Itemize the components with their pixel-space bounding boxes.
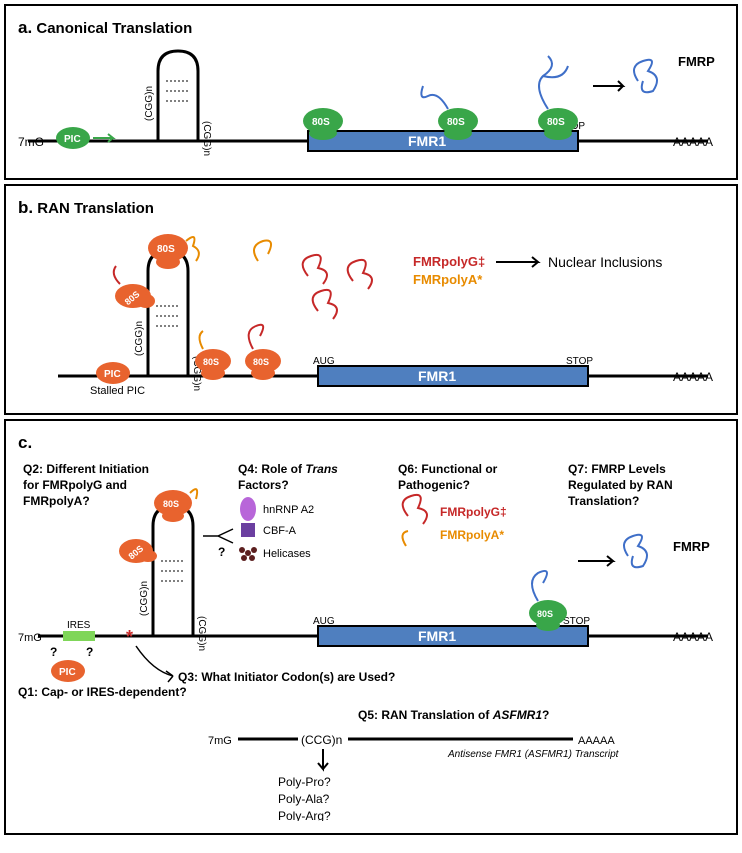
svg-text:Poly-Ala?: Poly-Ala? xyxy=(278,792,330,806)
svg-text:Q1: Cap- or IRES-dependent?: Q1: Cap- or IRES-dependent? xyxy=(18,685,187,699)
svg-text:PIC: PIC xyxy=(59,667,76,678)
svg-text:FMR1: FMR1 xyxy=(418,368,456,384)
svg-text:(CGG)n: (CGG)n xyxy=(134,321,145,356)
svg-text:FMRpolyA*: FMRpolyA* xyxy=(413,272,483,287)
svg-text:(CGG)n: (CGG)n xyxy=(139,581,150,616)
svg-text:AAAAA: AAAAA xyxy=(673,630,713,644)
stalled-label: Stalled PIC xyxy=(90,385,145,397)
svg-text:Q7: FMRP Levels: Q7: FMRP Levels xyxy=(568,462,666,476)
svg-text:(CCG)n: (CCG)n xyxy=(301,733,342,747)
hairpin-r: (CGG)n xyxy=(201,121,212,156)
svg-text:7mG: 7mG xyxy=(18,632,42,644)
svg-text:CBF-A: CBF-A xyxy=(263,525,297,537)
svg-text:FMRpolyA?: FMRpolyA? xyxy=(23,494,90,508)
svg-text:AUG: AUG xyxy=(313,356,335,367)
panel-b-letter: b. xyxy=(18,198,33,217)
svg-text:Q2: Different Initiation: Q2: Different Initiation xyxy=(23,462,149,476)
svg-text:80S: 80S xyxy=(157,244,175,255)
panel-c-letter: c. xyxy=(18,433,32,452)
svg-text:80S: 80S xyxy=(203,357,219,367)
panel-a-title-text: Canonical Translation xyxy=(36,20,192,37)
gene-label: FMR1 xyxy=(408,133,446,149)
svg-text:80S: 80S xyxy=(253,357,269,367)
svg-text:AAAAA: AAAAA xyxy=(578,735,615,747)
svg-text:80S: 80S xyxy=(312,117,330,128)
svg-text:AAAAA: AAAAA xyxy=(673,370,713,384)
svg-text:Helicases: Helicases xyxy=(263,548,311,560)
panel-a: a. Canonical Translation 7mG PIC (CGG)n … xyxy=(4,4,738,180)
panel-a-letter: a. xyxy=(18,18,32,37)
pic-label: PIC xyxy=(64,134,81,145)
svg-text:Q3: What Initiator Codon(s) ar: Q3: What Initiator Codon(s) are Used? xyxy=(178,670,395,684)
svg-text:Q6: Functional or: Q6: Functional or xyxy=(398,462,498,476)
svg-text:STOP: STOP xyxy=(566,356,593,367)
pic-label-b: PIC xyxy=(104,369,121,380)
svg-text:80S: 80S xyxy=(447,117,465,128)
svg-text:?: ? xyxy=(218,545,225,559)
svg-text:Pathogenic?: Pathogenic? xyxy=(398,478,470,492)
panel-a-svg: 7mG PIC (CGG)n (CGG)n FMR1 AUG STOP 80S … xyxy=(18,46,728,166)
svg-text:STOP: STOP xyxy=(563,616,590,627)
svg-text:7mG: 7mG xyxy=(208,735,232,747)
svg-text:FMRpolyG‡: FMRpolyG‡ xyxy=(413,254,485,269)
panel-c: c. Q2: Different Initiation for FMRpolyG… xyxy=(4,419,738,835)
svg-text:Poly-Arg?: Poly-Arg? xyxy=(278,809,331,821)
svg-text:?: ? xyxy=(50,645,57,659)
svg-text:Antisense FMR1 (ASFMR1) Transc: Antisense FMR1 (ASFMR1) Transcript xyxy=(447,749,620,760)
hairpin-l: (CGG)n xyxy=(144,86,155,121)
panel-b-title: b. RAN Translation xyxy=(18,198,724,218)
fmrp-label: FMRP xyxy=(678,54,715,69)
panel-c-title: c. xyxy=(18,433,724,453)
polya: AAAAA xyxy=(673,135,713,149)
panel-c-svg: Q2: Different Initiation for FMRpolyG an… xyxy=(18,461,728,821)
panel-b: b. RAN Translation PIC Stalled PIC (CGG)… xyxy=(4,184,738,415)
cap-label: 7mG xyxy=(18,135,44,149)
svg-text:IRES: IRES xyxy=(67,620,91,631)
svg-text:Q5: RAN Translation of ASFMR1?: Q5: RAN Translation of ASFMR1? xyxy=(358,708,549,722)
ribosome-3: 80S xyxy=(538,56,578,140)
svg-text:FMRpolyG‡: FMRpolyG‡ xyxy=(440,505,507,519)
svg-text:FMR1: FMR1 xyxy=(418,628,456,644)
svg-text:Translation?: Translation? xyxy=(568,494,639,508)
svg-text:80S: 80S xyxy=(537,609,553,619)
svg-text:80S: 80S xyxy=(163,499,179,509)
svg-text:AUG: AUG xyxy=(313,616,335,627)
panel-b-title-text: RAN Translation xyxy=(37,200,154,217)
svg-text:?: ? xyxy=(86,645,93,659)
panel-a-title: a. Canonical Translation xyxy=(18,18,724,38)
svg-text:(CGG)n: (CGG)n xyxy=(196,616,207,651)
svg-text:FMRpolyA*: FMRpolyA* xyxy=(440,528,504,542)
svg-text:for FMRpolyG and: for FMRpolyG and xyxy=(23,478,127,492)
svg-text:Factors?: Factors? xyxy=(238,478,289,492)
svg-text:Nuclear Inclusions: Nuclear Inclusions xyxy=(548,254,662,270)
svg-text:Q4: Role of Trans: Q4: Role of Trans xyxy=(238,462,338,476)
svg-text:Poly-Pro?: Poly-Pro? xyxy=(278,775,331,789)
svg-text:80S: 80S xyxy=(547,117,565,128)
svg-text:FMRP: FMRP xyxy=(673,539,710,554)
svg-text:*: * xyxy=(126,627,133,647)
svg-text:Regulated by RAN: Regulated by RAN xyxy=(568,478,673,492)
svg-text:hnRNP A2: hnRNP A2 xyxy=(263,504,314,516)
panel-b-svg: PIC Stalled PIC (CGG)n (CGG)n 80S 80S 80… xyxy=(18,226,728,401)
